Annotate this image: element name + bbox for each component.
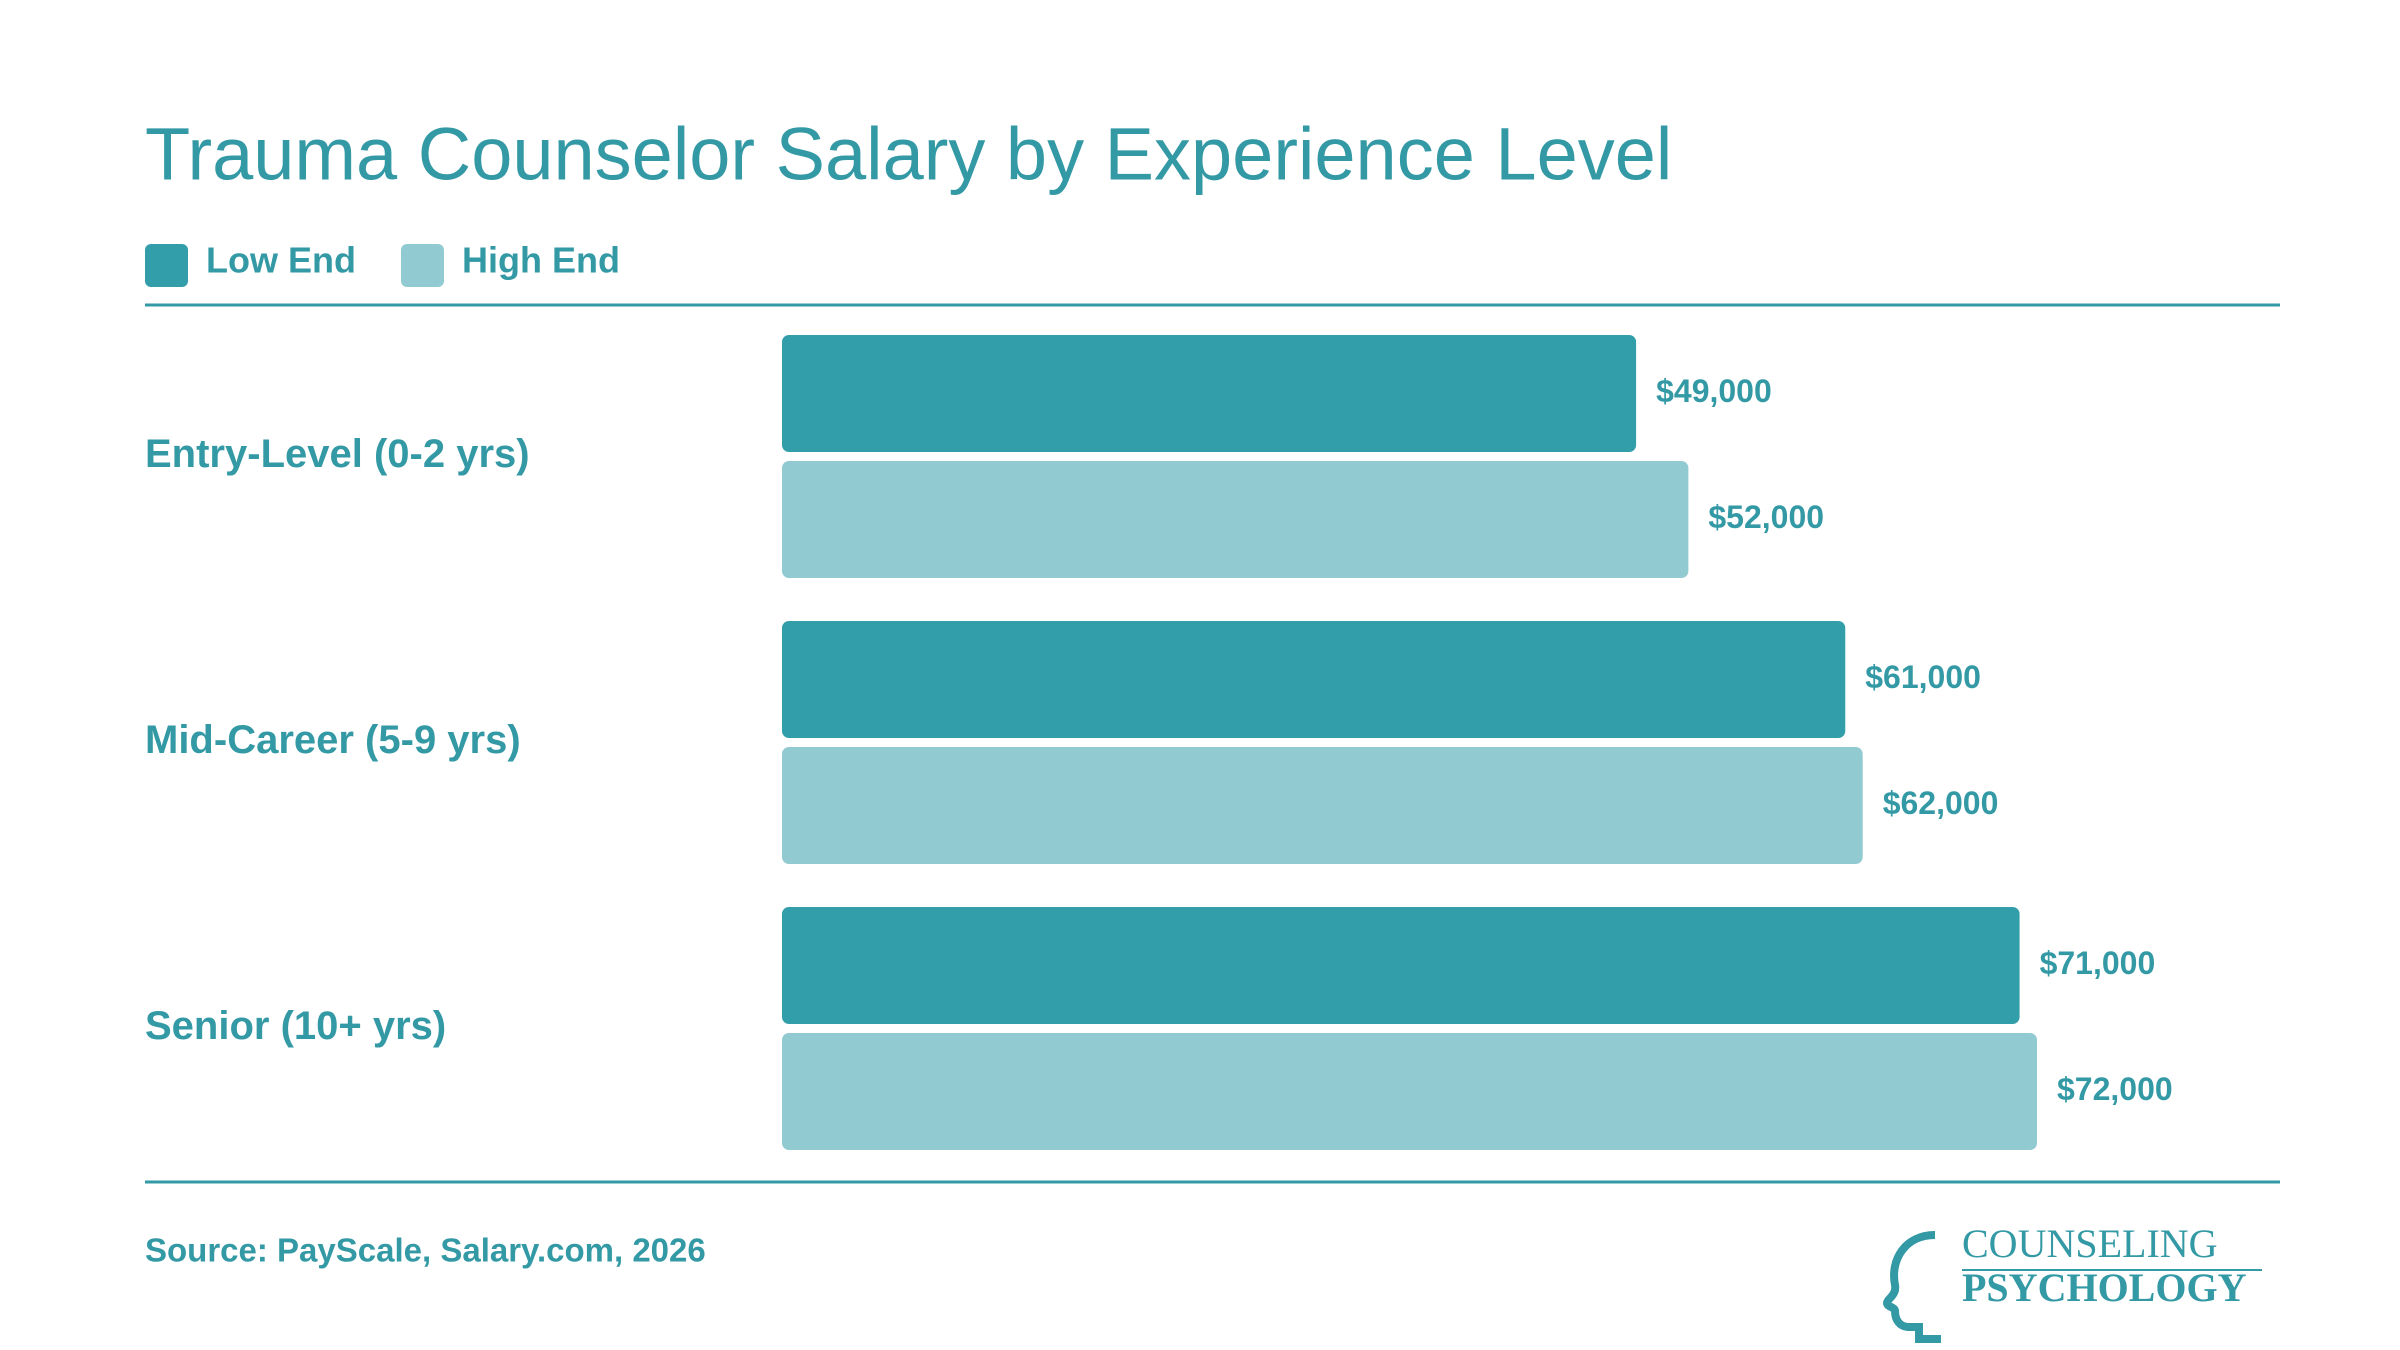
category-label: Entry-Level (0-2 yrs) xyxy=(145,432,530,476)
logo-head xyxy=(1882,1231,1941,1343)
chart-title: Trauma Counselor Salary by Experience Le… xyxy=(145,113,1672,196)
category-label: Mid-Career (5-9 yrs) xyxy=(145,718,521,762)
legend-label: Low End xyxy=(206,240,356,281)
bar xyxy=(782,747,1863,864)
value-label: $49,000 xyxy=(1656,373,1772,409)
value-label: $71,000 xyxy=(2040,945,2156,981)
source-note: Source: PayScale, Salary.com, 2026 xyxy=(145,1232,706,1269)
bar xyxy=(782,335,1637,452)
value-label: $72,000 xyxy=(2057,1071,2173,1107)
value-label: $62,000 xyxy=(1883,785,1999,821)
legend-swatch xyxy=(145,244,188,287)
value-label: $52,000 xyxy=(1708,499,1824,535)
category-label: Senior (10+ yrs) xyxy=(145,1004,446,1048)
bar xyxy=(782,907,2020,1024)
logo: COUNSELING PSYCHOLOGY xyxy=(1882,1221,2262,1343)
bar xyxy=(782,461,1689,578)
value-label: $61,000 xyxy=(1865,659,1981,695)
bar xyxy=(782,1033,2037,1150)
logo-line2: PSYCHOLOGY xyxy=(1962,1265,2247,1310)
legend-label: High End xyxy=(462,240,620,281)
logo-line1: COUNSELING xyxy=(1962,1221,2218,1266)
legend-swatch xyxy=(400,244,444,287)
bar xyxy=(782,621,1846,738)
